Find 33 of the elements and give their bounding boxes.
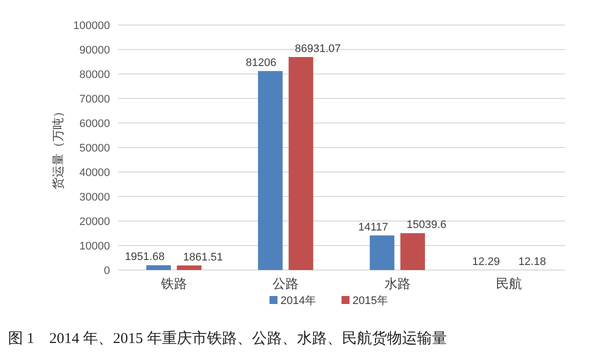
x-tick-label: 公路 [272,276,299,291]
legend-label: 2015年 [352,295,388,307]
bar [370,235,394,270]
data-label: 15039.6 [406,219,446,232]
bar [146,265,171,270]
y-tick-label: 90000 [79,44,110,56]
data-label: 81206 [246,57,276,70]
caption: 图 1 2014 年、2015 年重庆市铁路、公路、水路、民航货物运输量 [8,330,447,347]
y-tick-label: 40000 [79,167,110,179]
data-label: 86931.07 [294,43,341,56]
data-label: 12.29 [472,256,500,268]
y-tick-label: 0 [104,265,110,277]
y-tick-label: 20000 [79,216,110,228]
y-tick-label: 30000 [79,192,110,204]
data-label: 12.18 [518,256,546,268]
y-tick-label: 70000 [79,94,110,106]
data-label: 1861.51 [183,251,223,264]
y-tick-label: 60000 [79,118,110,130]
x-tick-label: 水路 [384,276,410,291]
legend-label: 2014年 [280,295,316,307]
bar [258,71,283,270]
data-label: 14117 [358,221,388,234]
y-tick-label: 100000 [73,20,110,32]
x-tick-label: 民航 [496,276,522,291]
data-label: 1951.68 [124,251,165,264]
y-tick-label: 10000 [79,240,110,252]
bar [288,57,314,270]
y-axis-title: 货运量（万吨） [51,106,65,190]
x-tick-label: 铁路 [160,276,187,291]
y-tick-label: 80000 [79,69,110,81]
y-tick-label: 50000 [79,142,110,154]
bar [400,233,425,270]
bar [176,265,202,270]
